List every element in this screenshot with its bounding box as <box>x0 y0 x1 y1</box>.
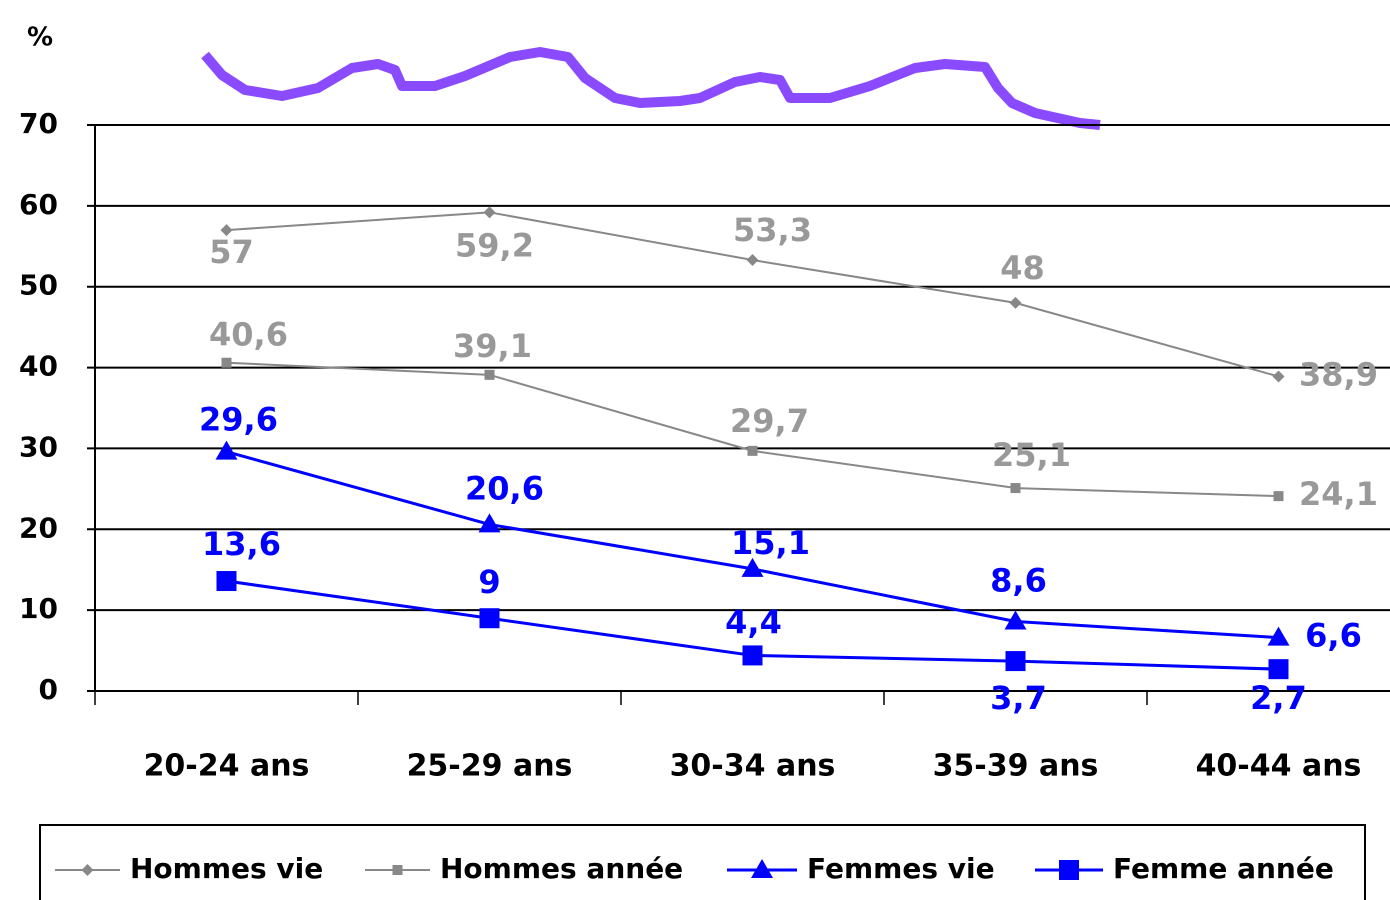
y-axis-label: % <box>27 23 53 53</box>
legend-label: Hommes vie <box>130 852 323 885</box>
point <box>1268 659 1289 680</box>
point <box>221 357 232 368</box>
value-label: 53,3 <box>733 211 812 249</box>
legend-marker <box>392 865 403 875</box>
y-tick-label: 20 <box>19 511 58 544</box>
point <box>478 513 501 533</box>
point <box>216 571 237 592</box>
y-tick-label: 30 <box>19 430 58 463</box>
value-label: 6,6 <box>1305 617 1362 655</box>
value-label: 20,6 <box>465 469 544 507</box>
value-label: 4,4 <box>725 603 782 641</box>
legend-label: Hommes année <box>440 852 683 885</box>
y-tick-label: 70 <box>19 107 58 140</box>
point <box>742 645 763 666</box>
value-label: 13,6 <box>202 525 281 563</box>
point <box>220 224 233 237</box>
point <box>479 608 500 629</box>
value-label: 29,7 <box>730 402 809 440</box>
x-tick-label: 40-44 ans <box>1196 749 1362 784</box>
point <box>1005 651 1026 672</box>
point <box>1272 370 1285 383</box>
decoration <box>201 47 1101 130</box>
legend-label: Femmes vie <box>807 852 995 885</box>
value-label: 9 <box>478 563 500 601</box>
y-tick-label: 10 <box>19 592 58 625</box>
value-label: 48 <box>1000 249 1045 287</box>
value-label: 29,6 <box>199 401 278 439</box>
point <box>1009 296 1022 309</box>
legend-marker <box>1059 860 1079 880</box>
value-label: 57 <box>209 233 254 271</box>
legend-marker <box>81 864 94 876</box>
value-label: 39,1 <box>453 327 532 365</box>
y-tick-label: 60 <box>19 188 58 221</box>
point <box>1004 610 1027 630</box>
value-label: 3,7 <box>990 679 1047 717</box>
point <box>483 206 496 219</box>
value-label: 59,2 <box>455 226 534 264</box>
point <box>1273 491 1284 502</box>
point <box>741 557 764 577</box>
value-label: 38,9 <box>1299 355 1378 393</box>
value-label: 40,6 <box>209 316 288 354</box>
point <box>746 254 759 267</box>
value-label: 15,1 <box>731 524 810 562</box>
value-label: 8,6 <box>990 561 1047 599</box>
x-tick-label: 30-34 ans <box>670 749 836 784</box>
y-tick-label: 40 <box>19 350 58 383</box>
point <box>215 440 238 460</box>
value-label: 24,1 <box>1299 475 1378 513</box>
value-label: 2,7 <box>1250 679 1307 717</box>
value-label: 25,1 <box>992 436 1071 474</box>
x-tick-label: 20-24 ans <box>144 749 310 784</box>
legend-box <box>39 824 1366 900</box>
point <box>484 369 495 380</box>
x-tick-label: 35-39 ans <box>933 749 1099 784</box>
legend-label: Femme année <box>1113 852 1334 885</box>
legend-marker <box>751 859 773 878</box>
y-tick-label: 0 <box>39 673 58 706</box>
y-tick-label: 50 <box>19 269 58 302</box>
x-tick-label: 25-29 ans <box>407 749 573 784</box>
point <box>1267 626 1290 646</box>
point <box>747 445 758 456</box>
point <box>1010 483 1021 494</box>
